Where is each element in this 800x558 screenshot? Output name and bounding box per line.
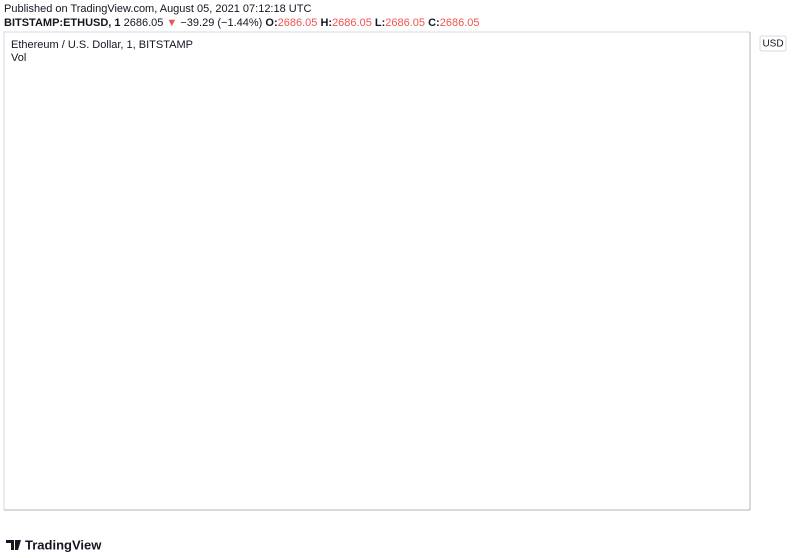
- logo-icon: [6, 540, 21, 550]
- low: 2686.05: [385, 17, 425, 29]
- currency-box: [759, 35, 787, 52]
- plot-frame: [3, 31, 751, 511]
- published: Published on TradingView.com, August 05,…: [4, 3, 311, 15]
- logo: TradingView: [6, 537, 102, 552]
- close: 2686.05: [440, 17, 480, 29]
- legend: Ethereum / U.S. Dollar, 1, BITSTAMP: [11, 39, 193, 51]
- low-label: L:: [375, 17, 385, 29]
- price: 2686.05: [124, 17, 164, 29]
- currency: USD: [762, 39, 783, 50]
- brand: TradingView: [25, 537, 102, 552]
- open: 2686.05: [278, 17, 318, 29]
- symbol-line: BITSTAMP:ETHUSD, 1 2686.05 ▼ −39.29 (−1.…: [4, 17, 479, 29]
- symbol: BITSTAMP:ETHUSD, 1: [4, 17, 121, 29]
- high: 2686.05: [332, 17, 372, 29]
- volume-label: Vol: [11, 52, 26, 64]
- open-label: O:: [265, 17, 277, 29]
- change: −39.29 (−1.44%): [180, 17, 262, 29]
- change-arrow: ▼: [166, 17, 177, 29]
- close-label: C:: [428, 17, 440, 29]
- high-label: H:: [320, 17, 332, 29]
